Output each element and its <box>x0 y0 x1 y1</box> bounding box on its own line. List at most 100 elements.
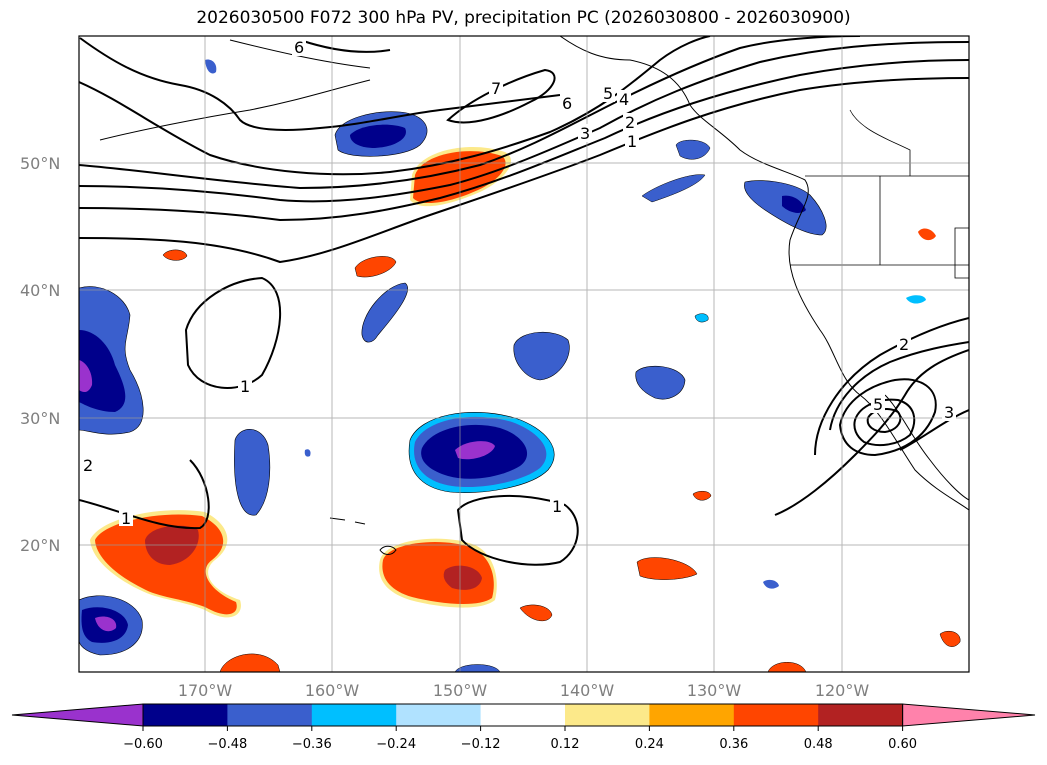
colorbar-segment <box>227 704 313 726</box>
contour-labels: 6 7 6 5 4 3 2 1 1 1 2 1 2 5 3 <box>81 38 956 528</box>
aleutian-islands <box>99 79 371 141</box>
positive-anomaly-small-13 <box>692 491 712 501</box>
negative-anomaly-central-pacific <box>408 412 555 493</box>
positive-anomaly-small-16 <box>219 653 281 672</box>
colorbar-tick-label: 0.24 <box>635 737 664 752</box>
negative-anomaly-small-7 <box>694 313 709 323</box>
contour-label: 2 <box>83 456 93 475</box>
negative-anomaly-small-4 <box>205 59 217 74</box>
lon-label-150w: 150°W <box>433 681 488 700</box>
contour-label: 1 <box>121 509 131 528</box>
colorbar-extend-min <box>11 703 144 727</box>
pv-contour-13 <box>814 317 969 456</box>
positive-anomaly-central-tropics <box>379 538 497 608</box>
contour-label: 6 <box>294 38 304 57</box>
colorbar-segment <box>565 704 650 726</box>
colorbar-segment <box>733 704 819 726</box>
negative-anomaly-small-14 <box>763 579 779 589</box>
contour-label: 4 <box>619 90 629 109</box>
contour-label: 1 <box>552 497 562 516</box>
pv-contour-18 <box>899 409 969 451</box>
colorbar-tick-label: 0.12 <box>551 737 580 752</box>
colorbar-tick-label: −0.60 <box>123 737 163 752</box>
negative-anomaly-small-3 <box>361 282 408 343</box>
pv-contour-7 <box>446 68 556 124</box>
negative-anomaly-southwest-edge <box>79 595 143 656</box>
lat-label-20n: 20°N <box>20 536 60 555</box>
contour-label: 6 <box>562 94 572 113</box>
negative-anomaly-west-edge <box>79 286 144 435</box>
negative-anomaly-mid-pacific-2 <box>635 365 686 400</box>
colorbar-outline <box>142 703 904 727</box>
map-title: 2026030500 F072 300 hPa PV, precipitatio… <box>196 8 851 28</box>
negative-anomaly-small-6 <box>641 174 706 203</box>
colorbar-tick-label: 0.48 <box>804 737 833 752</box>
negative-anomaly-small-5 <box>675 139 711 160</box>
contour-label: 5 <box>603 84 613 103</box>
positive-anomaly-small-11 <box>519 604 553 622</box>
negative-anomaly-pacific-northwest <box>744 180 827 236</box>
colorbar-tick-label: −0.24 <box>376 737 416 752</box>
colorbar-tick-label: −0.48 <box>207 737 247 752</box>
negative-anomaly-mid-pacific <box>513 331 570 381</box>
positive-anomaly-small-12 <box>636 557 698 580</box>
colorbar-tick-label: −0.36 <box>292 737 332 752</box>
pv-contour-15 <box>838 378 937 457</box>
colorbar-tick-label: −0.12 <box>461 737 501 752</box>
positive-anomaly-small-1 <box>162 249 188 261</box>
contour-label: 2 <box>625 113 635 132</box>
contour-label: 7 <box>491 79 501 98</box>
contour-label: 1 <box>627 132 637 151</box>
pv-contour-9 <box>184 276 281 389</box>
negative-anomaly-south-1 <box>234 429 271 516</box>
colorbar-extend-max <box>902 703 1036 727</box>
graticule <box>79 36 969 672</box>
contour-label: 1 <box>240 377 250 396</box>
colorbar: −0.60 −0.48 −0.36 −0.24 −0.12 0.12 0.24 0.36 0.4… <box>11 703 1036 752</box>
positive-anomaly-small-2 <box>354 256 397 278</box>
contour-label: 3 <box>944 403 954 422</box>
border-layer <box>790 109 969 279</box>
pv-contour-1 <box>79 77 969 264</box>
negative-anomaly-small-10 <box>304 449 311 457</box>
positive-anomaly-small-9 <box>918 228 936 241</box>
lon-label-130w: 130°W <box>687 681 742 700</box>
lon-label-170w: 170°W <box>178 681 233 700</box>
colorbar-segment <box>311 704 397 726</box>
colorbar-segment <box>818 704 904 726</box>
pv-contour-11 <box>456 495 579 566</box>
negative-anomaly-small-8 <box>906 295 926 304</box>
pv-contour-5 <box>79 36 711 176</box>
canada-border <box>849 109 911 176</box>
colorbar-segment <box>396 704 482 726</box>
contour-label: 2 <box>899 335 909 354</box>
lat-label-50n: 50°N <box>20 154 60 173</box>
lat-label-30n: 30°N <box>20 409 60 428</box>
hawaiian-islands <box>379 545 397 555</box>
pv-contour-4 <box>79 36 861 190</box>
contour-label: 5 <box>873 395 883 414</box>
lat-label-40n: 40°N <box>20 281 60 300</box>
pv-contour-8 <box>299 39 391 53</box>
latitude-labels: 50°N 40°N 30°N 20°N <box>20 154 60 555</box>
colorbar-tick-label: 0.60 <box>888 737 917 752</box>
lon-label-120w: 120°W <box>815 681 870 700</box>
colorbar-tick-label: 0.36 <box>719 737 748 752</box>
colorbar-segment <box>143 704 228 726</box>
lon-label-140w: 140°W <box>560 681 615 700</box>
pv-contour-14 <box>829 341 969 431</box>
pv-contour-6 <box>79 37 561 131</box>
colorbar-segment <box>649 704 735 726</box>
map-frame <box>78 35 970 673</box>
state-border-3 <box>954 227 969 279</box>
pv-contour-3 <box>79 41 969 203</box>
baja-california-coast <box>884 394 969 501</box>
pv-contour-12 <box>774 349 969 516</box>
lon-label-160w: 160°W <box>305 681 360 700</box>
positive-anomaly-small-15 <box>939 631 961 647</box>
contour-label: 3 <box>580 124 590 143</box>
colorbar-segment <box>480 704 566 726</box>
longitude-labels: 170°W 160°W 150°W 140°W 130°W 120°W <box>178 681 870 700</box>
pv-contour-2 <box>79 59 969 222</box>
